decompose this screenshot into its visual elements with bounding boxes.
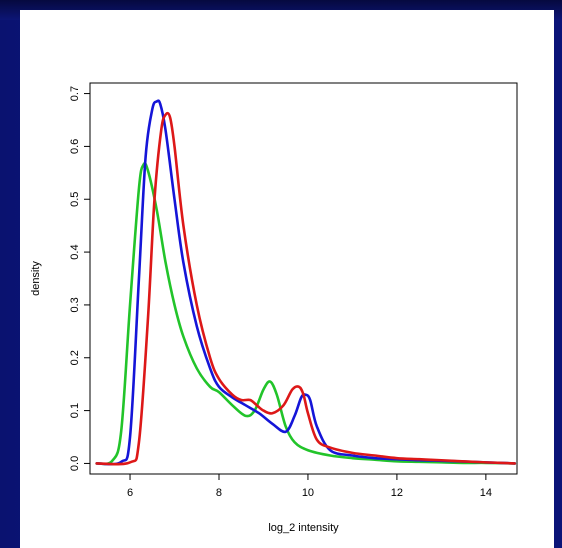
x-tick-label: 6 [127,487,133,499]
red-density-line [95,111,517,466]
x-tick-label: 8 [216,487,222,499]
green-density-line [95,161,517,466]
y-axis-label: density [30,261,42,296]
x-axis: 6 8 10 12 14 [127,474,492,499]
y-tick-label: 0.4 [69,244,81,259]
plot-frame [89,82,518,475]
blue-density-line [95,99,517,466]
x-axis-label: log_2 intensity [268,522,339,534]
y-tick-label: 0.3 [69,297,81,312]
x-tick-label: 12 [391,487,403,499]
y-tick-label: 0.0 [69,456,81,471]
y-tick-label: 0.2 [69,350,81,365]
y-axis: 0.0 0.1 0.2 0.3 0.4 0.5 0.6 0.7 [69,86,90,471]
x-tick-label: 10 [302,487,314,499]
x-tick-label: 14 [480,487,492,499]
y-tick-label: 0.6 [69,139,81,154]
plot-panel: 6 8 10 12 14 0.0 0.1 0.2 0.3 0.4 0.5 0.6 0.7 log_2 … [20,10,554,548]
density-chart: 6 8 10 12 14 0.0 0.1 0.2 0.3 0.4 0.5 0.6 0.7 log_2 … [30,82,518,534]
y-tick-label: 0.5 [69,192,81,207]
series-layer [95,99,517,466]
y-tick-label: 0.1 [69,403,81,418]
y-tick-label: 0.7 [69,86,81,101]
